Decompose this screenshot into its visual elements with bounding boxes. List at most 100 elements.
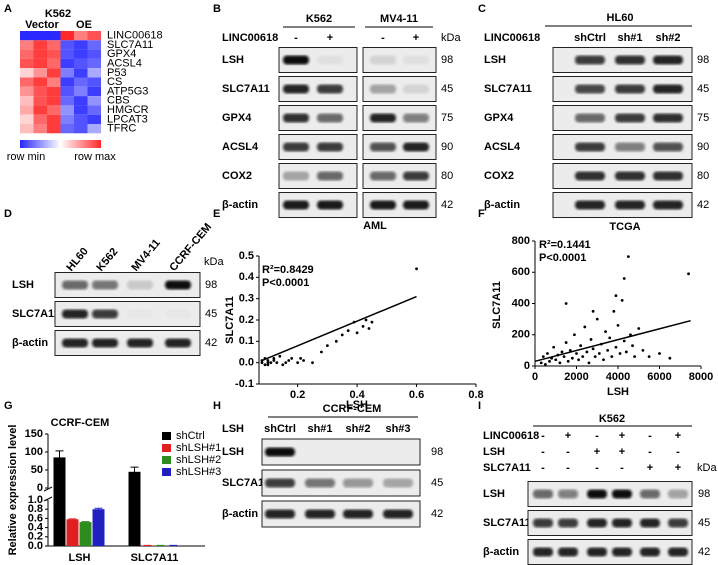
point — [564, 302, 568, 305]
point — [614, 345, 618, 349]
band — [62, 309, 88, 319]
panel-label: E — [213, 208, 220, 220]
point — [554, 358, 558, 362]
lane-sign: - — [595, 462, 599, 474]
heatmap-cell — [60, 96, 74, 106]
y-axis-label: Relative expression level — [7, 425, 19, 556]
heatmap-cell — [20, 105, 34, 115]
point — [560, 350, 564, 354]
y-tick-label: 0.0 — [239, 357, 254, 369]
lane-label: sh#1 — [617, 32, 642, 44]
heatmap-cell — [47, 68, 61, 78]
heatmap-cell — [74, 77, 88, 87]
point — [558, 361, 562, 365]
kda-value: 80 — [697, 170, 709, 182]
kda-value: 45 — [698, 517, 710, 529]
lane-sign: - — [541, 446, 545, 458]
band — [317, 171, 343, 181]
point — [610, 355, 614, 359]
band — [653, 84, 683, 94]
gene-label: CBS — [107, 95, 130, 107]
band — [403, 142, 429, 152]
gene-label: P53 — [107, 67, 127, 79]
lane-sign: + — [327, 32, 333, 44]
kda-value: 42 — [697, 199, 709, 211]
legend-label: shLSH#3 — [176, 466, 221, 478]
band — [653, 200, 683, 210]
heatmap-scale — [20, 140, 101, 148]
kda-value: 98 — [698, 488, 710, 500]
y-axis-label: SLC7A11 — [491, 281, 503, 329]
lane-label: sh#2 — [655, 32, 680, 44]
error-bar — [68, 518, 77, 520]
lane-sign: + — [619, 430, 625, 442]
heatmap-cell — [60, 49, 74, 59]
group-label: K562 — [306, 13, 332, 25]
point — [299, 357, 303, 360]
band — [533, 547, 553, 557]
lane-sign: + — [565, 430, 571, 442]
heatmap-cell — [60, 31, 74, 41]
band — [640, 489, 660, 499]
x-tick-label: 0.6 — [409, 389, 424, 401]
band — [127, 280, 153, 290]
band — [640, 547, 660, 557]
heatmap-cell — [60, 58, 74, 69]
heatmap-cell — [87, 31, 101, 41]
band — [403, 55, 429, 65]
lane-label: sh#1 — [307, 423, 332, 435]
y-tick-label: 100 — [25, 446, 43, 458]
band — [533, 518, 553, 528]
gene-label: TFRC — [107, 123, 136, 135]
x-tick-label: SLC7A11 — [131, 552, 179, 564]
heatmap-title: K562 — [45, 8, 71, 20]
heatmap-cell — [33, 86, 47, 97]
point — [367, 327, 371, 330]
heatmap-cell — [20, 86, 34, 97]
point — [311, 361, 314, 365]
band — [283, 200, 309, 210]
legend-label: shCtrl — [176, 430, 205, 442]
heatmap-cell — [47, 40, 61, 50]
band — [370, 55, 396, 65]
point — [266, 359, 270, 362]
kda-label: kDa — [204, 256, 224, 268]
lane-sign: - — [381, 32, 385, 44]
blot-row-label: LSH — [12, 279, 34, 291]
gene-label: LINC00618 — [107, 30, 163, 42]
lane-sign: - — [541, 462, 545, 474]
legend-label: shLSH#2 — [176, 454, 221, 466]
point — [278, 354, 282, 358]
heatmap-cell — [47, 49, 61, 59]
point — [539, 361, 543, 365]
heatmap-cell — [87, 86, 101, 97]
band — [317, 200, 343, 210]
lane-sign: + — [594, 446, 600, 458]
point — [334, 339, 338, 343]
annotation: P<0.0001 — [262, 277, 309, 289]
band — [558, 518, 578, 528]
band — [668, 547, 688, 557]
y-tick-label: 0.2 — [28, 531, 43, 543]
band — [383, 478, 413, 488]
kda-value: 98 — [205, 279, 217, 291]
point — [263, 363, 267, 367]
heatmap-cell — [33, 68, 47, 78]
lane-sign: + — [413, 32, 419, 44]
band — [558, 547, 578, 557]
y-tick-label: 0.4 — [239, 271, 255, 283]
x-tick-label: 0.4 — [349, 389, 365, 401]
point — [340, 333, 344, 337]
gene-label: ACSL4 — [107, 57, 142, 69]
y-tick-label: 50 — [31, 464, 43, 476]
band — [317, 113, 343, 123]
point — [543, 363, 547, 366]
band — [317, 84, 343, 94]
heatmap-cell — [33, 114, 47, 124]
band — [62, 280, 88, 290]
kda-value: 75 — [697, 112, 709, 124]
band — [653, 171, 683, 181]
band — [640, 518, 660, 528]
heatmap-cell — [87, 68, 101, 78]
blot-frame — [527, 481, 693, 507]
